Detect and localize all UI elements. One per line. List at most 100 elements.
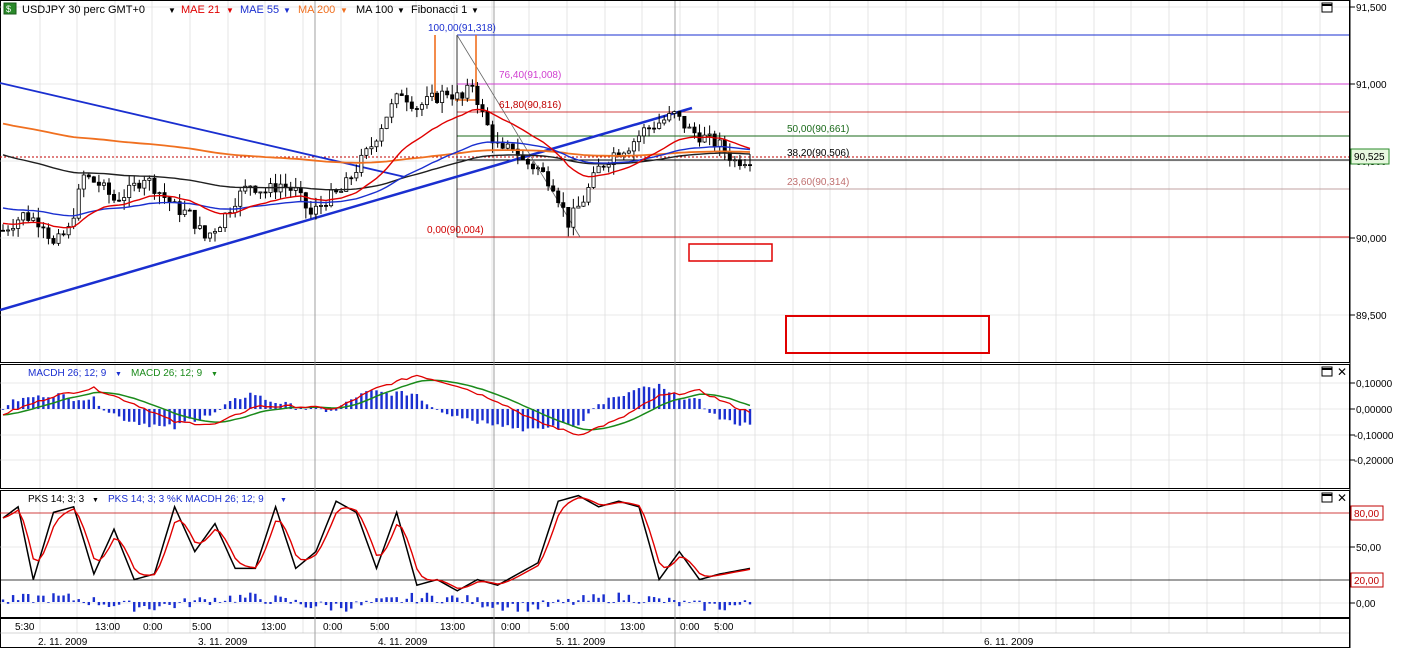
pks-macdh-bar — [11, 595, 15, 602]
pks-axis: 80,00 50,00 20,00 0,00 — [1350, 505, 1384, 610]
header-symbol-dropdown-icon[interactable]: ▼ — [168, 6, 176, 15]
pks-macdh-bar — [587, 600, 590, 602]
pks-macdh-bar — [62, 595, 65, 602]
candle-body — [187, 209, 192, 212]
price-tick: 91,000 — [1356, 80, 1387, 91]
header-fibonacci[interactable]: Fibonacci 1 — [411, 4, 467, 16]
pks-macdh-bar — [284, 597, 287, 602]
candle-body — [737, 159, 742, 167]
header-ma100[interactable]: MA 100 — [356, 4, 393, 16]
pks-macdh-bar — [148, 602, 151, 610]
candle-body — [46, 227, 51, 239]
pks-macdh-bar — [92, 597, 96, 602]
pks-macdh-bar — [647, 596, 651, 602]
pks-macdh-bar — [117, 602, 121, 605]
pks-macdh-bar — [410, 592, 414, 602]
pks-macdh-bar — [153, 602, 156, 611]
candle-body — [303, 192, 308, 209]
chart-symbol-icon[interactable] — [3, 2, 17, 15]
macdh-bar — [299, 407, 302, 409]
candle-body — [712, 133, 717, 148]
macdh-bar — [239, 399, 242, 409]
candle-body — [611, 152, 616, 165]
macd-legend-macdh[interactable]: MACDH 26; 12; 9 — [28, 368, 107, 379]
macd-panel-close-icon[interactable]: ✕ — [1337, 365, 1347, 379]
candle-body — [86, 174, 91, 178]
candle-body — [536, 167, 541, 170]
macdh-bar — [264, 399, 267, 409]
pks-macdh-bar — [6, 602, 10, 604]
candle-body — [414, 108, 419, 110]
time-axis: 5:30 13:00 0:00 5:00 13:00 0:00 5:00 13:… — [0, 622, 1349, 648]
target-box-small[interactable] — [688, 243, 773, 262]
trend-line-up[interactable] — [0, 106, 693, 312]
header-mae55-dropdown-icon[interactable]: ▼ — [283, 6, 291, 15]
pks-tick: 50,00 — [1356, 543, 1381, 554]
header-ma100-dropdown-icon[interactable]: ▼ — [397, 6, 405, 15]
candle-body — [182, 209, 187, 215]
price-panel-maximize-icon[interactable] — [1321, 2, 1333, 13]
macd-legend-macd[interactable]: MACD 26; 12; 9 — [131, 368, 203, 379]
trend-lines — [0, 35, 990, 354]
pks-legend-k[interactable]: PKS 14; 3; 3 — [28, 494, 85, 505]
candle-body — [389, 103, 394, 118]
pks-macdh-bar — [743, 600, 747, 602]
header-mae21[interactable]: MAE 21 — [181, 4, 220, 16]
macdh-bar — [607, 397, 610, 409]
macdh-bar — [254, 395, 257, 409]
header-ma200-dropdown-icon[interactable]: ▼ — [340, 6, 348, 15]
current-price-label: 90,525 — [1354, 152, 1385, 163]
header-mae21-dropdown-icon[interactable]: ▼ — [226, 6, 234, 15]
macdh-bar — [612, 397, 615, 409]
macdh-bar — [385, 393, 388, 409]
macdh-bar — [748, 409, 752, 425]
macdh-bar — [203, 409, 207, 416]
macd-tick: -0,20000 — [1354, 456, 1394, 467]
candle-body — [369, 146, 374, 150]
macdh-bar — [269, 401, 272, 409]
pks-macdh-bar — [597, 597, 600, 602]
fib-label-61: 61,80(90,816) — [499, 100, 561, 111]
candle-body — [520, 155, 525, 160]
candle-body — [465, 84, 470, 99]
header-symbol[interactable]: USDJPY 30 perc GMT+0 — [22, 4, 145, 16]
pks-macdh-bar — [718, 602, 721, 610]
pks-macdh-bar — [521, 602, 525, 603]
candle-body — [132, 182, 137, 186]
candle-body — [122, 197, 127, 201]
pks-macdh-bar — [617, 592, 620, 602]
pks-macdh-bar — [698, 600, 701, 602]
macdh-bar — [77, 400, 80, 409]
target-box-large[interactable] — [785, 315, 990, 354]
macdh-bar — [11, 399, 15, 409]
pks-panel-close-icon[interactable]: ✕ — [1337, 491, 1347, 505]
pks-macdh-bar — [466, 595, 469, 602]
candle-body — [6, 229, 11, 232]
fib-label-38: 38,20(90,506) — [787, 148, 849, 159]
macd-legend: MACDH 26; 12; 9 ▼ MACD 26; 12; 9 ▼ — [28, 368, 218, 379]
candle-body — [485, 111, 490, 126]
header-fibonacci-dropdown-icon[interactable]: ▼ — [471, 6, 479, 15]
macdh-bar — [97, 405, 101, 409]
pks-macdh-bar — [57, 595, 60, 602]
pks-panel-maximize-icon[interactable] — [1321, 492, 1333, 503]
macdh-bar — [163, 409, 166, 427]
candle-body — [167, 197, 172, 203]
pks-macdh-bar — [102, 602, 106, 605]
candle-body — [354, 172, 359, 179]
pks-macdh-bar — [516, 602, 520, 612]
header-mae55[interactable]: MAE 55 — [240, 4, 279, 16]
pks-macdh-bar — [47, 602, 50, 603]
pks-macdh-bar — [72, 600, 75, 602]
macdh-bar — [148, 409, 151, 428]
pks-macdh-bar — [531, 602, 535, 605]
ma100-line — [2, 152, 751, 191]
pks-legend-macdh[interactable]: PKS 14; 3; 3 %K MACDH 26; 12; 9 — [108, 494, 264, 505]
candle-body — [384, 116, 389, 129]
candle-body — [142, 179, 147, 189]
pks-macdh-bar — [334, 602, 338, 604]
header-ma200[interactable]: MA 200 — [298, 4, 335, 16]
candle-body — [546, 171, 551, 187]
macd-panel-maximize-icon[interactable] — [1321, 366, 1333, 377]
date-label: 3. 11. 2009 — [198, 637, 248, 648]
